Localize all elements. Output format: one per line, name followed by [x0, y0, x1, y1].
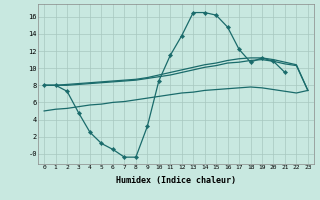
X-axis label: Humidex (Indice chaleur): Humidex (Indice chaleur): [116, 176, 236, 185]
